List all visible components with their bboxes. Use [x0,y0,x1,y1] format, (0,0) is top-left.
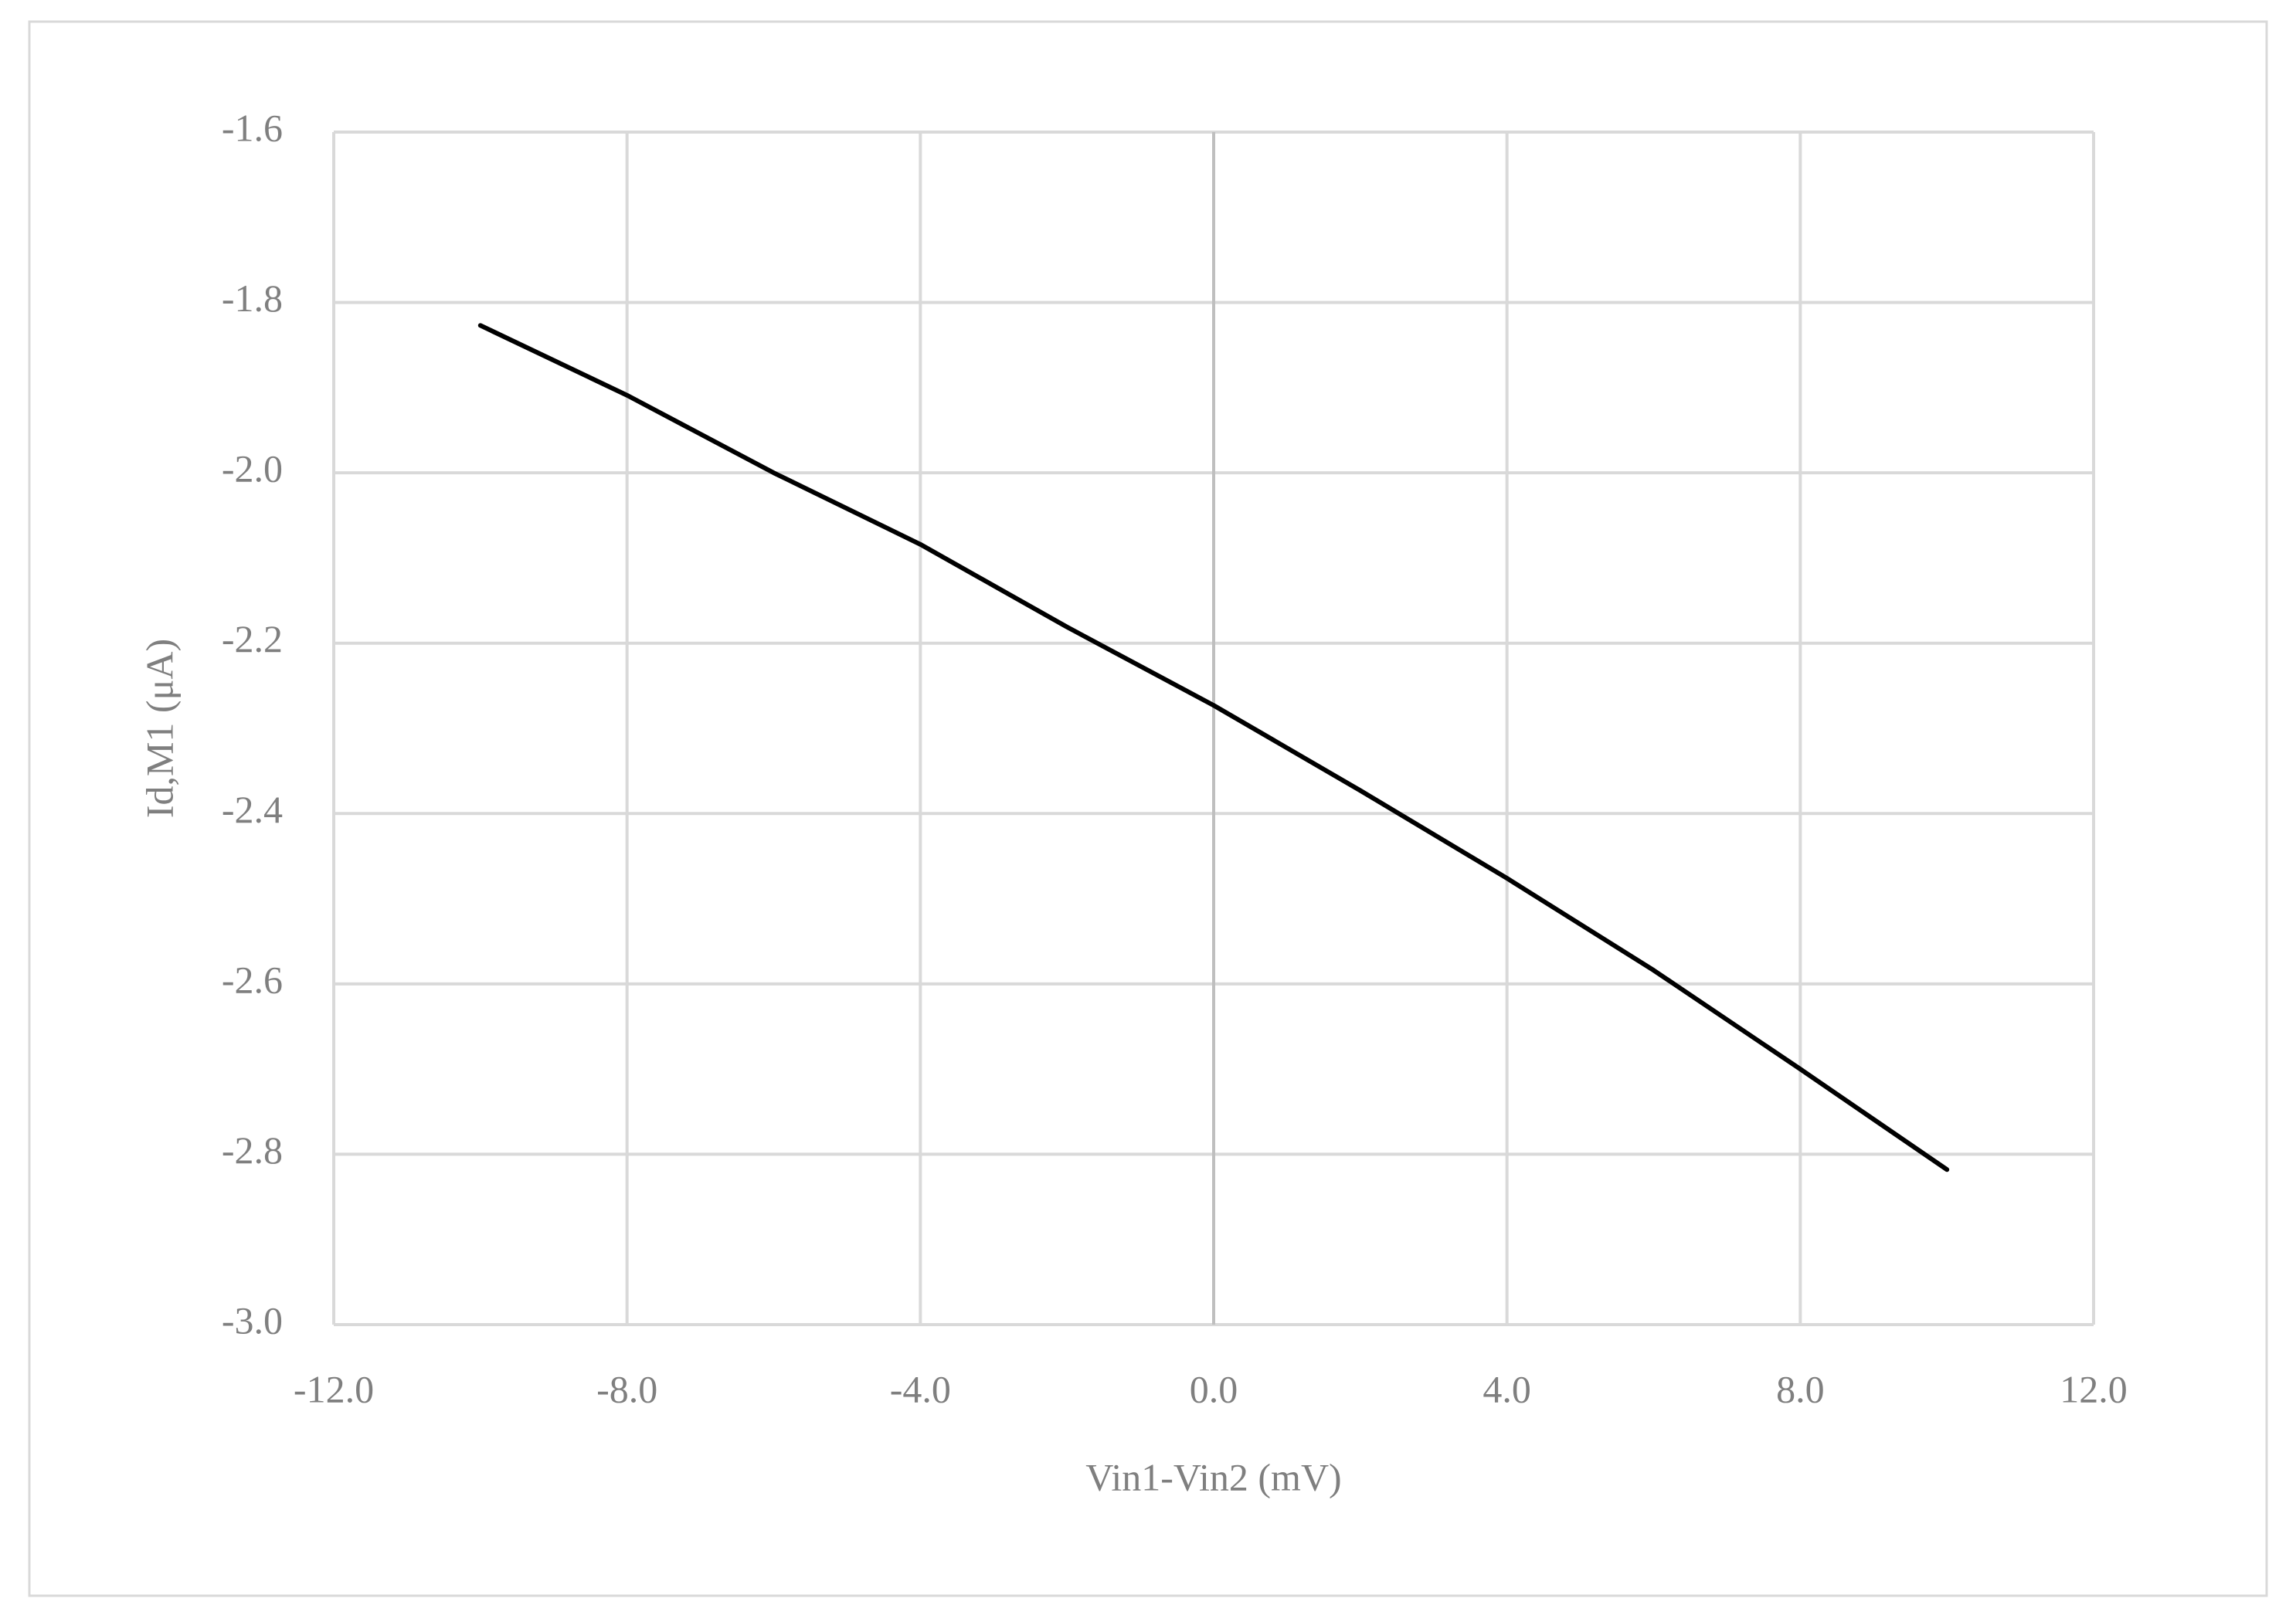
y-tick-label: -2.4 [222,788,283,831]
y-tick-label: -1.6 [222,106,283,149]
y-tick-label: -2.0 [222,447,283,490]
y-tick-label: -1.8 [222,277,283,320]
x-tick-label: 8.0 [1776,1367,1825,1410]
data-line [477,323,1950,1172]
x-tick-label: -12.0 [294,1367,374,1410]
y-tick-label: -3.0 [222,1298,283,1342]
y-axis-label: Id,M1 (μA) [138,639,181,818]
chart-border [28,20,2268,1597]
x-axis-label: Vin1-Vin2 (mV) [1085,1455,1341,1498]
x-tick-label: -4.0 [890,1367,951,1410]
x-tick-label: 0.0 [1190,1367,1238,1410]
y-tick-label: -2.8 [222,1128,283,1172]
x-tick-label: 12.0 [2060,1367,2128,1410]
y-tick-label: -2.2 [222,617,283,660]
x-tick-label: -8.0 [596,1367,657,1410]
y-tick-label: -2.6 [222,958,283,1001]
x-tick-label: 4.0 [1483,1367,1531,1410]
